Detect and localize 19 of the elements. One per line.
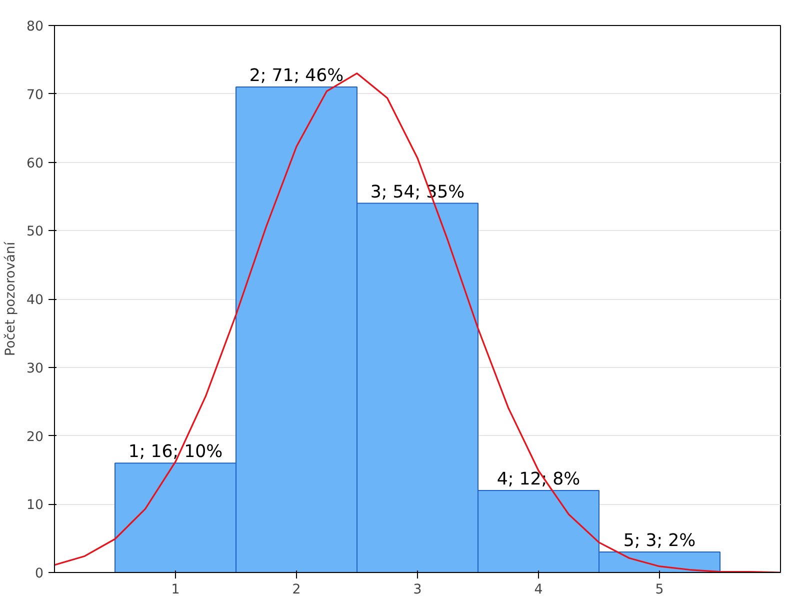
x-tick-label: 5 bbox=[655, 582, 664, 598]
data-label: 4; 12; 8% bbox=[496, 469, 580, 490]
y-tick-label: 60 bbox=[26, 156, 44, 172]
y-tick-label: 0 bbox=[35, 566, 44, 582]
y-tick-label: 10 bbox=[26, 498, 44, 514]
x-tick-label: 4 bbox=[534, 582, 543, 598]
data-label: 1; 16; 10% bbox=[128, 442, 223, 462]
x-tick-label: 2 bbox=[292, 582, 301, 598]
x-tick-label: 1 bbox=[171, 582, 180, 598]
y-tick-label: 30 bbox=[26, 361, 44, 376]
y-axis-title: Počet pozorování bbox=[4, 240, 19, 356]
data-label: 2; 71; 46% bbox=[249, 66, 344, 86]
y-tick-label: 70 bbox=[26, 88, 44, 103]
y-tick-label: 50 bbox=[26, 224, 44, 240]
y-tick-label: 80 bbox=[26, 20, 44, 34]
y-tick-label: 40 bbox=[26, 293, 44, 308]
y-tick-label: 20 bbox=[26, 430, 44, 445]
data-label: 5; 3; 2% bbox=[623, 530, 696, 551]
x-tick-label: 3 bbox=[413, 582, 422, 598]
